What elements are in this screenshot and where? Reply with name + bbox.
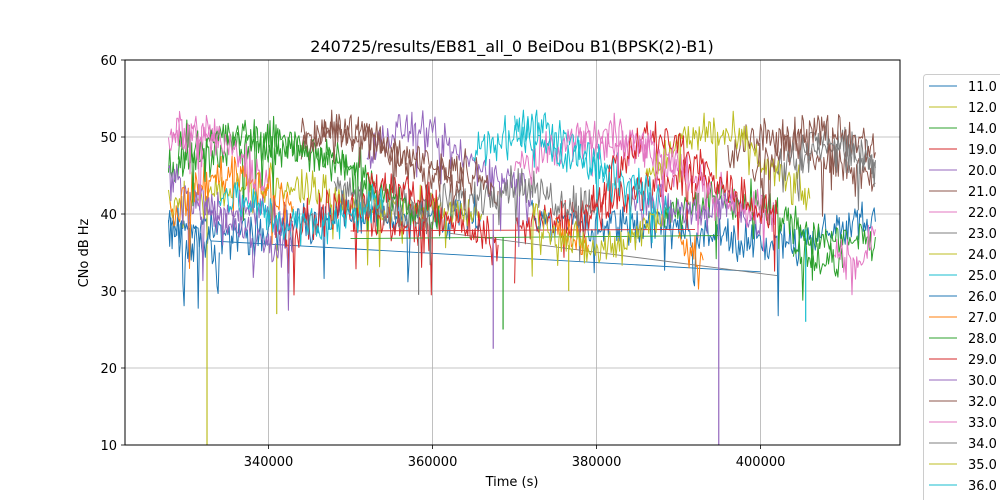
x-axis-label: Time (s) bbox=[485, 475, 539, 490]
x-tick-label: 340000 bbox=[244, 455, 294, 470]
y-tick-label: 60 bbox=[100, 54, 117, 69]
y-axis-label: CNo dB Hz bbox=[77, 218, 92, 287]
legend-label: 36.0 bbox=[968, 479, 997, 494]
legend-label: 11.0 bbox=[968, 80, 997, 95]
chart-title: 240725/results/EB81_all_0 BeiDou B1(BPSK… bbox=[310, 37, 713, 57]
legend-label: 28.0 bbox=[968, 332, 997, 347]
x-tick-label: 380000 bbox=[572, 455, 622, 470]
plot-area-background bbox=[125, 60, 900, 445]
legend-label: 12.0 bbox=[968, 101, 997, 116]
legend-label: 32.0 bbox=[968, 395, 997, 410]
y-tick-label: 50 bbox=[100, 131, 117, 146]
legend-label: 14.0 bbox=[968, 122, 997, 137]
legend: 11.0 12.0 14.0 19.0 20.0 21.0 22.0 23.0 24.0 25.0… bbox=[924, 75, 1000, 501]
x-tick-label: 400000 bbox=[736, 455, 786, 470]
y-tick-label: 30 bbox=[100, 285, 117, 300]
y-tick-label: 40 bbox=[100, 208, 117, 223]
legend-label: 29.0 bbox=[968, 353, 997, 368]
legend-label: 34.0 bbox=[968, 437, 997, 452]
legend-label: 22.0 bbox=[968, 206, 997, 221]
legend-label: 19.0 bbox=[968, 143, 997, 158]
y-tick-label: 10 bbox=[100, 439, 117, 454]
y-tick-label: 20 bbox=[100, 362, 117, 377]
legend-label: 24.0 bbox=[968, 248, 997, 263]
legend-label: 35.0 bbox=[968, 458, 997, 473]
x-tick-label: 360000 bbox=[408, 455, 458, 470]
legend-label: 26.0 bbox=[968, 290, 997, 305]
legend-label: 23.0 bbox=[968, 227, 997, 242]
legend-label: 27.0 bbox=[968, 311, 997, 326]
legend-label: 25.0 bbox=[968, 269, 997, 284]
legend-label: 21.0 bbox=[968, 185, 997, 200]
legend-label: 30.0 bbox=[968, 374, 997, 389]
legend-label: 33.0 bbox=[968, 416, 997, 431]
legend-label: 20.0 bbox=[968, 164, 997, 179]
